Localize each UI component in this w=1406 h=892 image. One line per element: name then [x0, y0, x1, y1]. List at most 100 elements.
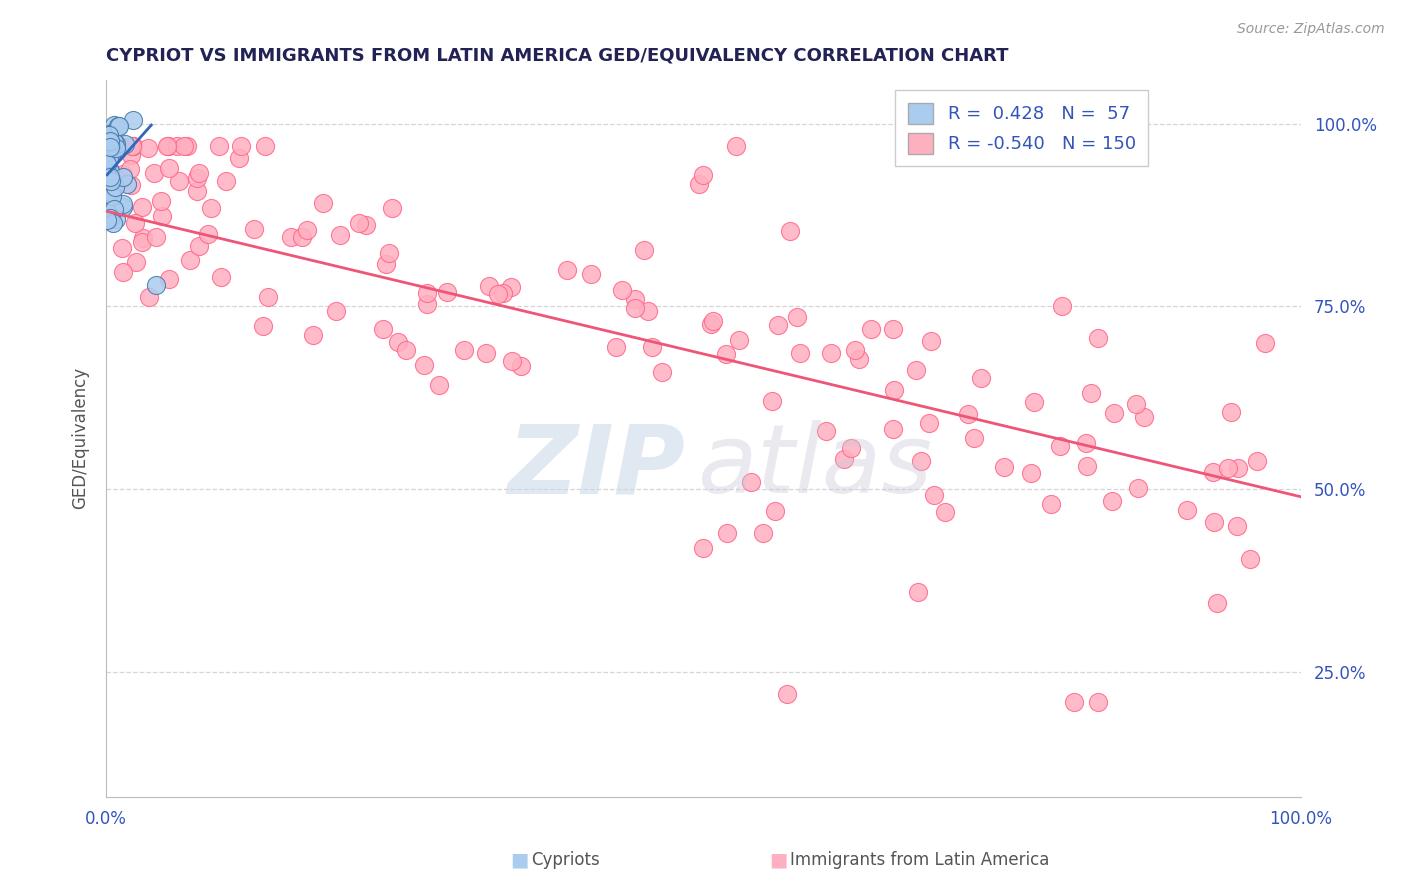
Point [103, 202, 125, 216]
Point [624, 301, 647, 316]
Point [97, 185, 120, 199]
Point [98, 151, 121, 165]
Text: Cypriots: Cypriots [531, 851, 600, 869]
Point [98, 136, 121, 150]
Point [98, 164, 121, 178]
Point [97, 158, 120, 172]
Point [138, 141, 160, 155]
Point [179, 253, 201, 268]
Point [107, 119, 129, 133]
Point [688, 177, 710, 191]
Point [1040, 497, 1063, 511]
Point [605, 340, 627, 354]
Point [114, 137, 136, 152]
Point [157, 272, 180, 286]
Point [157, 161, 180, 176]
Point [243, 221, 266, 235]
Point [1074, 435, 1097, 450]
Point [789, 346, 811, 360]
Point [124, 216, 146, 230]
Point [1239, 552, 1261, 566]
Point [96, 170, 118, 185]
Point [1220, 405, 1243, 419]
Text: CYPRIOT VS IMMIGRANTS FROM LATIN AMERICA GED/EQUIVALENCY CORRELATION CHART: CYPRIOT VS IMMIGRANTS FROM LATIN AMERICA… [105, 46, 1008, 64]
Point [108, 119, 131, 133]
Point [291, 229, 314, 244]
Point [97, 128, 120, 143]
Point [111, 167, 134, 181]
Point [188, 239, 211, 253]
Point [100, 147, 122, 161]
Point [167, 174, 190, 188]
Point [779, 224, 801, 238]
Point [963, 431, 986, 445]
Point [104, 136, 127, 151]
Point [104, 141, 127, 155]
Point [412, 358, 434, 372]
Point [839, 441, 862, 455]
Point [844, 343, 866, 357]
Point [98, 135, 121, 149]
Point [208, 138, 231, 153]
Point [375, 257, 398, 271]
Point [834, 451, 856, 466]
Point [579, 267, 602, 281]
Point [120, 178, 142, 193]
Text: Source: ZipAtlas.com: Source: ZipAtlas.com [1237, 22, 1385, 37]
Point [100, 194, 122, 208]
Point [692, 541, 714, 555]
Point [104, 179, 127, 194]
Point [100, 174, 122, 188]
Point [766, 318, 789, 332]
Point [492, 285, 515, 300]
Point [143, 166, 166, 180]
Point [641, 340, 664, 354]
Point [501, 280, 523, 294]
Point [145, 229, 167, 244]
Point [101, 202, 124, 217]
Point [96, 186, 118, 201]
Point [1101, 494, 1123, 508]
Point [395, 343, 418, 357]
Point [100, 148, 122, 162]
Point [312, 196, 335, 211]
Point [122, 112, 145, 127]
Point [98, 131, 121, 145]
Point [692, 168, 714, 182]
Point [112, 264, 135, 278]
Point [252, 318, 274, 333]
Point [1049, 440, 1071, 454]
Point [186, 184, 208, 198]
Point [1104, 406, 1126, 420]
Point [98, 134, 121, 148]
Point [228, 152, 250, 166]
Point [1022, 394, 1045, 409]
Point [96, 157, 118, 171]
Point [197, 227, 219, 242]
Point [132, 231, 155, 245]
Point [724, 138, 747, 153]
Point [231, 138, 253, 153]
Point [934, 505, 956, 519]
Point [1128, 481, 1150, 495]
Point [98, 127, 121, 141]
Point [118, 161, 141, 176]
Point [1206, 596, 1229, 610]
Point [98, 211, 121, 225]
Point [555, 263, 578, 277]
Point [637, 304, 659, 318]
Point [716, 347, 738, 361]
Point [1175, 503, 1198, 517]
Point [387, 334, 409, 349]
Point [354, 218, 377, 232]
Point [993, 460, 1015, 475]
Point [786, 310, 808, 325]
Point [209, 270, 232, 285]
Point [176, 138, 198, 153]
Point [103, 118, 125, 132]
Point [111, 169, 134, 184]
Point [970, 370, 993, 384]
Point [98, 145, 121, 159]
Point [98, 136, 121, 150]
Point [101, 216, 124, 230]
